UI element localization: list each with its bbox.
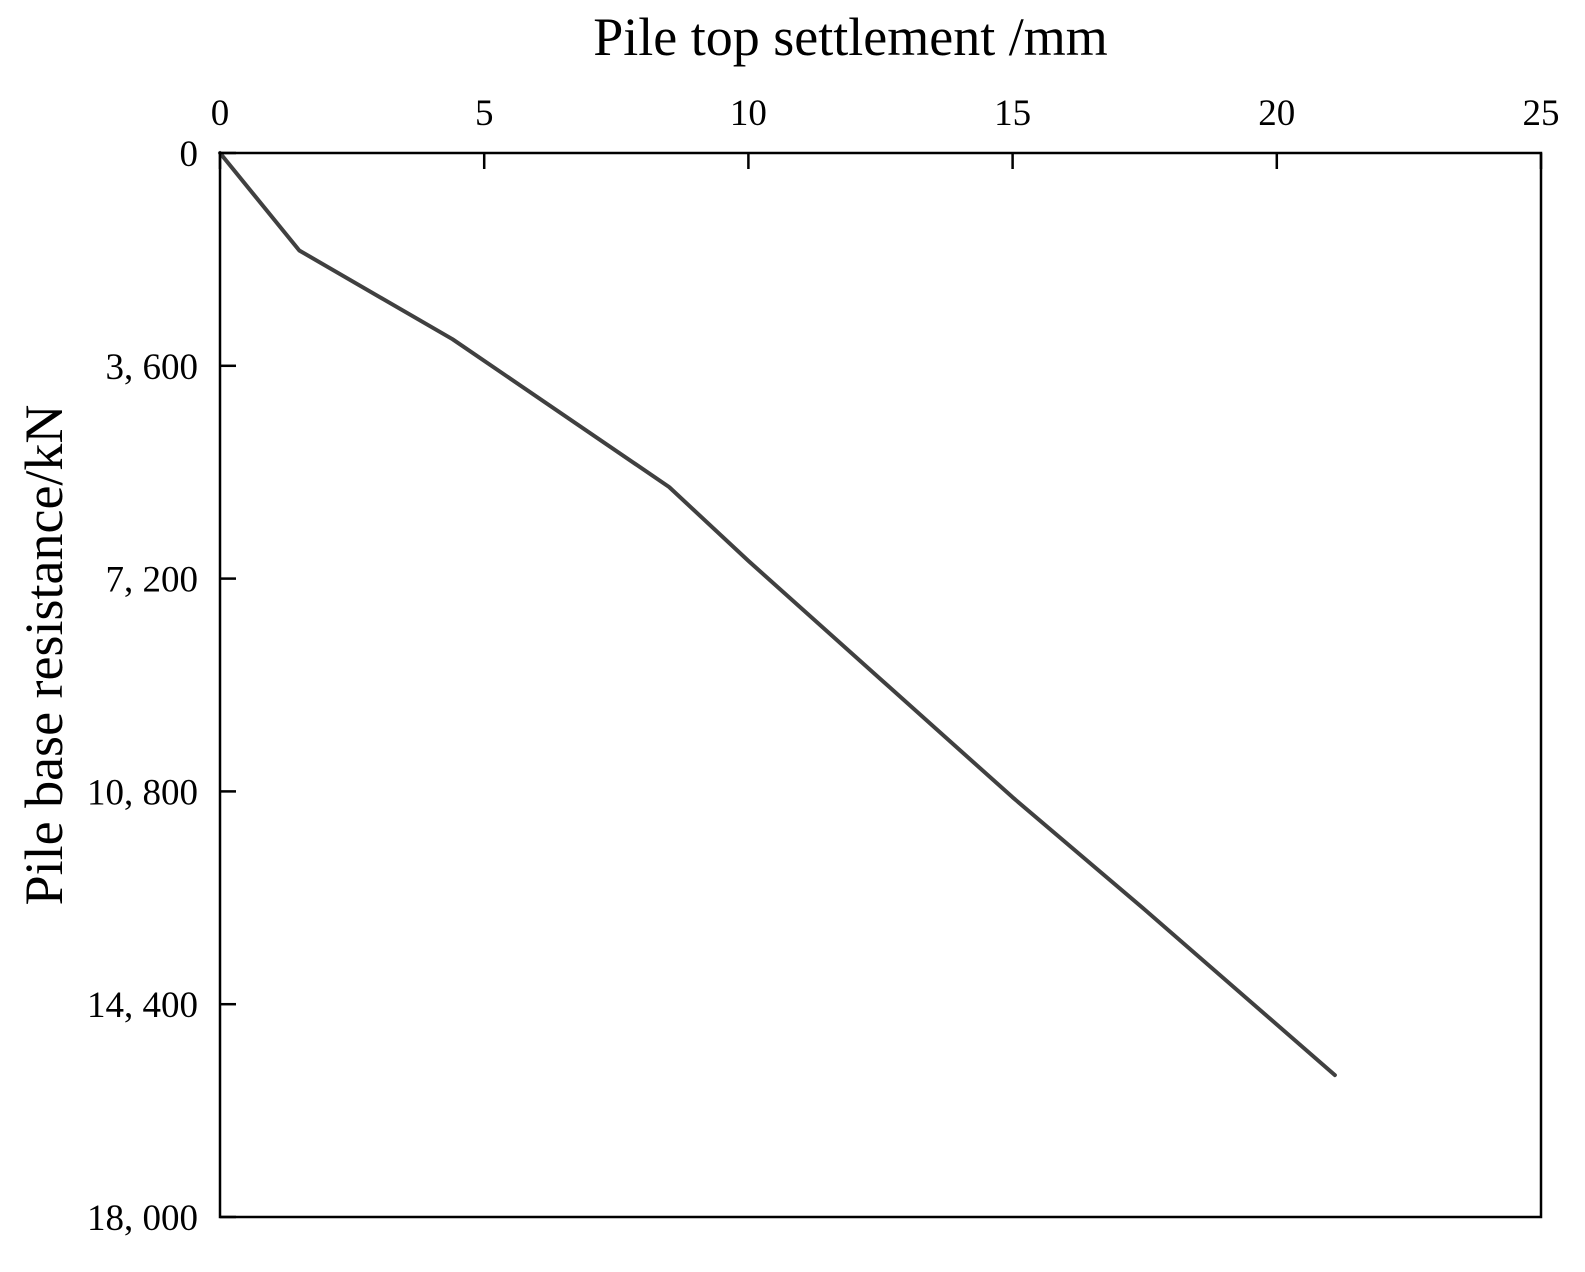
series-layer bbox=[218, 151, 1337, 1078]
y-tick-label-0: 0 bbox=[180, 134, 199, 175]
y-tick-label-5: 18, 000 bbox=[87, 1198, 198, 1239]
y-tick-label-4: 14, 400 bbox=[87, 985, 198, 1026]
tick-labels-layer: 0 5 10 15 20 25 0 3, 600 7, 200 10, 800 14, 400 18,… bbox=[87, 93, 1560, 1239]
y-tick-label-1: 3, 600 bbox=[106, 347, 199, 388]
x-tick-label-3: 15 bbox=[994, 93, 1031, 134]
x-tick-label-4: 20 bbox=[1258, 93, 1295, 134]
ticks-layer bbox=[218, 151, 1543, 1219]
y-tick-label-3: 10, 800 bbox=[87, 772, 198, 813]
y-axis-title: Pile base resistance/kN bbox=[14, 405, 74, 906]
x-tick-label-5: 25 bbox=[1523, 93, 1560, 134]
x-axis-title: Pile top settlement /mm bbox=[593, 7, 1107, 67]
y-tick-label-2: 7, 200 bbox=[106, 560, 199, 601]
series-line-0 bbox=[218, 151, 1337, 1078]
x-tick-label-0: 0 bbox=[211, 93, 230, 134]
x-tick-label-1: 5 bbox=[475, 93, 494, 134]
plot-frame bbox=[218, 151, 1543, 1219]
x-tick-label-2: 10 bbox=[730, 93, 767, 134]
